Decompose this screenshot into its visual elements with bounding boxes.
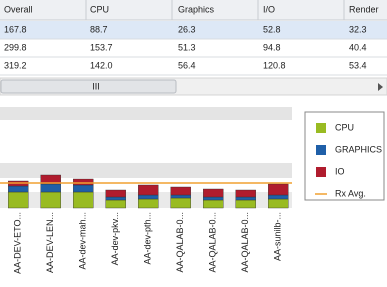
bar-segment [170,197,191,209]
legend-swatch [316,123,326,133]
bar-segment [203,188,224,198]
bar-segment [8,191,29,209]
legend-label: Rx Avg. [335,188,366,198]
bar-segment [105,199,126,209]
table-cell: 120.8 [263,60,286,70]
column-header: Graphics [178,4,215,14]
table-cell: 53.4 [349,60,367,70]
bar-segment [40,191,61,209]
legend-label: IO [335,166,345,176]
plot-band [0,107,292,120]
table-header [0,0,387,20]
x-tick-label: AA-dev-mah... [78,212,88,270]
table-cell: 299.8 [4,42,27,52]
bar-segment [170,194,191,199]
table-cell: 32.3 [349,24,367,34]
table-cell: 56.4 [178,60,196,70]
bar-segment [73,184,94,193]
x-tick-label: AA-dev-pth... [143,212,153,265]
bar-segment [138,194,159,200]
table-cell: 319.2 [4,60,27,70]
bar-segment [268,183,289,196]
bar-segment [73,191,94,209]
x-tick-label: AA-dev-pkv... [110,212,120,265]
table-cell: 142.0 [90,60,113,70]
legend-label: GRAPHICS [335,144,382,154]
x-tick-label: AA-DEV-LEN... [45,212,55,273]
legend-swatch [316,167,326,177]
bar-segment [8,185,29,193]
table-cell: 51.3 [178,42,196,52]
table-cell: 153.7 [90,42,113,52]
bar-segment [203,199,224,209]
bar-segment [105,196,126,201]
table-cell: 40.4 [349,42,367,52]
scroll-thumb[interactable] [0,79,177,94]
bar-segment [40,174,61,185]
scroll-right-arrow[interactable] [378,83,383,91]
thumb-grip: III [92,81,100,91]
column-header: Overall [4,4,33,14]
bar-segment [170,186,191,196]
bar-segment [268,194,289,200]
column-header: CPU [90,4,109,14]
bar-segment [138,198,159,209]
plot-band [0,163,292,178]
x-tick-label: AA-DEV-ETO... [13,212,23,274]
x-tick-label: AA-sunilb-... [273,212,283,261]
table-cell: 26.3 [178,24,196,34]
column-header: I/O [263,4,275,14]
column-header: Render [349,4,379,14]
table-cell: 52.8 [263,24,281,34]
bar-segment [40,183,61,193]
table-cell: 167.8 [4,24,27,34]
selected-row[interactable] [0,21,387,39]
bar-segment [235,189,256,198]
bar-segment [235,196,256,201]
table-cell: 88.7 [90,24,108,34]
bar-segment [105,189,126,198]
bar-segment [138,184,159,196]
bar-segment [235,199,256,209]
x-tick-label: AA-QALAB-0... [175,212,185,273]
x-tick-label: AA-QALAB-0... [208,212,218,273]
x-tick-label: AA-QALAB-0... [240,212,250,273]
legend-label: CPU [335,122,354,132]
bar-segment [268,198,289,209]
table-cell: 94.8 [263,42,281,52]
bar-segment [203,196,224,201]
bar-segment [73,178,94,186]
legend-swatch [316,145,326,155]
